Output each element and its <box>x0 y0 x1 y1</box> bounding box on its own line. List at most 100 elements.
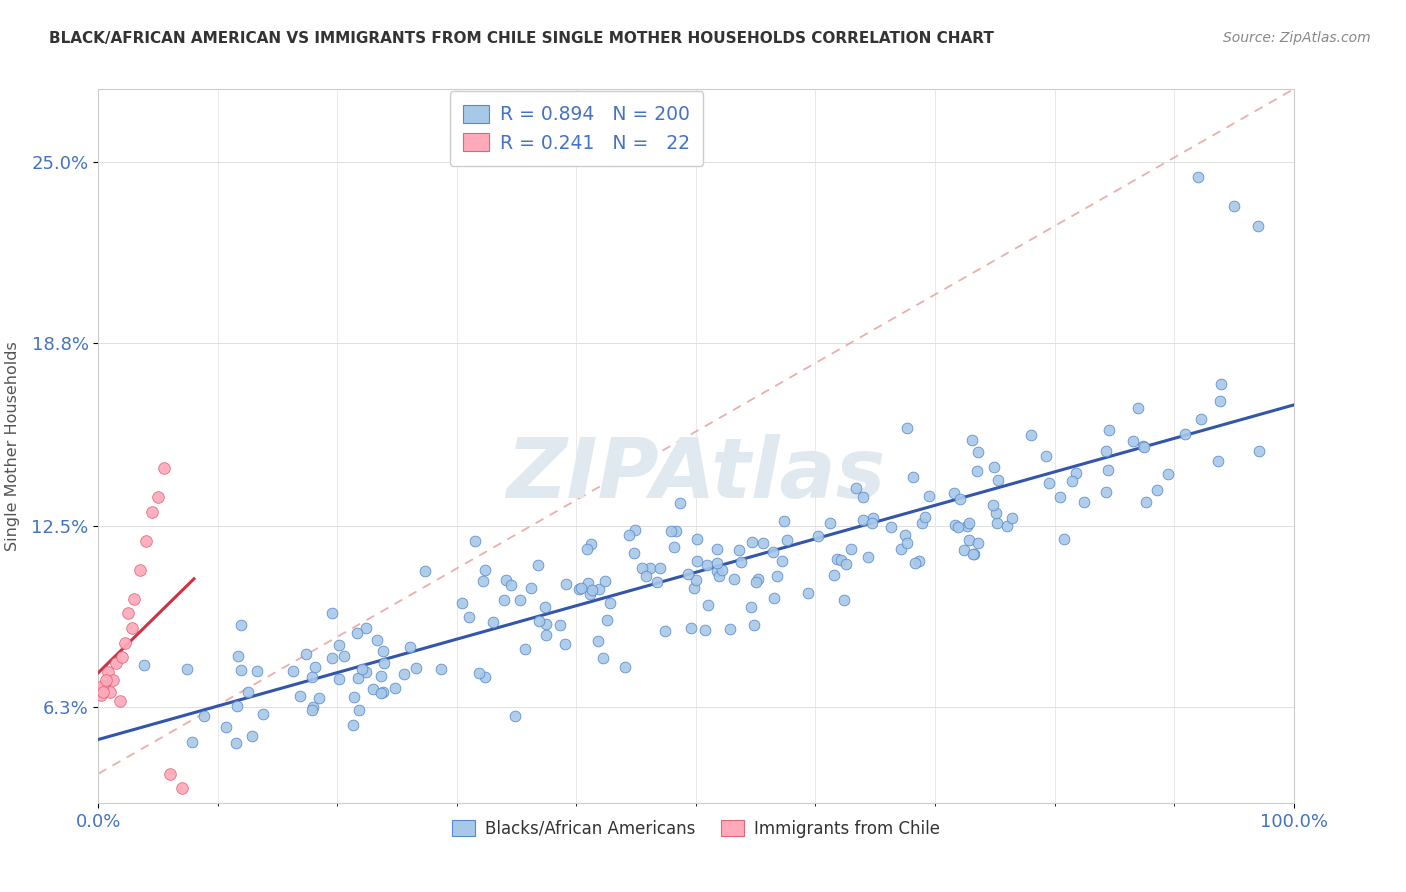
Point <box>696 598 718 612</box>
Point <box>723 572 745 586</box>
Point <box>373 644 395 658</box>
Point <box>773 514 796 528</box>
Point <box>117 607 139 621</box>
Point <box>114 635 136 649</box>
Point <box>494 593 516 607</box>
Point <box>148 490 170 504</box>
Point <box>1211 377 1233 392</box>
Point <box>747 573 769 587</box>
Point <box>949 491 972 506</box>
Point <box>283 664 305 678</box>
Point <box>141 504 163 518</box>
Point <box>634 569 657 583</box>
Point <box>957 533 980 547</box>
Point <box>860 516 883 530</box>
Point <box>770 554 793 568</box>
Point <box>366 632 388 647</box>
Point <box>308 690 330 705</box>
Point <box>121 621 143 635</box>
Point <box>333 649 356 664</box>
Point <box>252 707 274 722</box>
Point <box>966 464 988 478</box>
Point <box>1223 199 1246 213</box>
Point <box>301 670 323 684</box>
Point <box>450 596 472 610</box>
Point <box>744 574 766 589</box>
Point <box>534 617 557 632</box>
Point <box>586 634 609 648</box>
Point <box>94 673 117 688</box>
Point <box>108 694 131 708</box>
Point <box>962 547 984 561</box>
Point <box>181 735 204 749</box>
Point <box>1097 423 1119 437</box>
Point <box>995 519 1018 533</box>
Point <box>526 558 548 573</box>
Point <box>413 564 436 578</box>
Point <box>903 469 925 483</box>
Point <box>845 481 868 495</box>
Point <box>481 615 503 630</box>
Point <box>839 541 862 556</box>
Point <box>361 682 384 697</box>
Point <box>503 708 526 723</box>
Point <box>1157 467 1180 482</box>
Point <box>623 546 645 560</box>
Point <box>509 592 531 607</box>
Point <box>740 599 762 614</box>
Point <box>370 686 392 700</box>
Point <box>304 660 326 674</box>
Point <box>398 640 420 654</box>
Point <box>654 624 676 638</box>
Point <box>575 542 598 557</box>
Point <box>579 537 602 551</box>
Point <box>942 485 965 500</box>
Point <box>342 717 364 731</box>
Point <box>711 563 734 577</box>
Point <box>229 618 252 632</box>
Point <box>513 641 536 656</box>
Point <box>686 554 709 568</box>
Point <box>464 533 486 548</box>
Text: ZIPAtlas: ZIPAtlas <box>506 434 886 515</box>
Point <box>346 671 368 685</box>
Point <box>1247 219 1270 233</box>
Point <box>683 581 706 595</box>
Point <box>834 593 856 607</box>
Point <box>1126 401 1149 415</box>
Point <box>762 591 785 605</box>
Point <box>893 528 915 542</box>
Point <box>159 766 181 780</box>
Point <box>1064 467 1087 481</box>
Point <box>468 665 491 680</box>
Point <box>835 558 858 572</box>
Point <box>134 657 156 672</box>
Point <box>520 582 543 596</box>
Point <box>1187 169 1209 184</box>
Point <box>471 574 494 588</box>
Point <box>242 729 264 743</box>
Point <box>229 664 252 678</box>
Point <box>862 511 884 525</box>
Point <box>228 649 250 664</box>
Point <box>569 581 592 595</box>
Point <box>124 591 146 606</box>
Point <box>321 651 343 665</box>
Point <box>1049 491 1071 505</box>
Point <box>554 637 576 651</box>
Point <box>741 534 763 549</box>
Point <box>91 685 114 699</box>
Point <box>172 781 194 796</box>
Point <box>596 614 619 628</box>
Point <box>914 509 936 524</box>
Point <box>1173 427 1195 442</box>
Point <box>693 623 716 637</box>
Y-axis label: Single Mother Households: Single Mother Households <box>6 341 20 551</box>
Point <box>963 547 986 561</box>
Point <box>851 513 873 527</box>
Point <box>1095 485 1118 500</box>
Point <box>350 662 373 676</box>
Point <box>984 506 1007 520</box>
Point <box>752 536 775 550</box>
Point <box>225 736 247 750</box>
